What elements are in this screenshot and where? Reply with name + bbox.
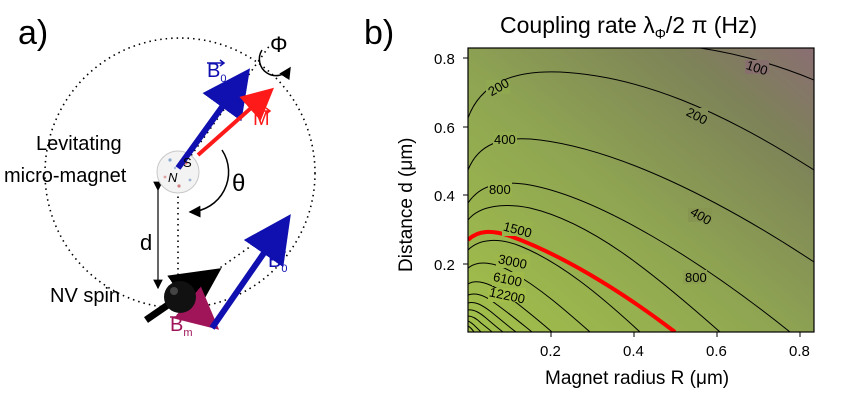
orbit-circle <box>44 37 316 309</box>
magnetization-label: M <box>253 108 270 130</box>
x-tick-0.8: 0.8 <box>789 343 810 360</box>
y-axis-label: Distance d (μm) <box>396 138 417 272</box>
contour-label-1500: 1500 <box>502 219 534 241</box>
b0-field-arrow-bottom <box>209 214 291 330</box>
bm-label: Bm <box>170 314 193 339</box>
contour-label-400-left: 400 <box>494 132 516 147</box>
phi-arc <box>258 49 291 81</box>
contour-400 <box>468 138 814 263</box>
contour-label-6100: 6100 <box>492 269 523 290</box>
contour-label-800-left: 800 <box>489 182 511 197</box>
theta-symbol: θ <box>232 170 246 197</box>
magnetization-arrow <box>196 87 274 157</box>
x-axis-label: Magnet radius R (μm) <box>545 368 729 389</box>
y-tick-0.4: 0.4 <box>434 188 455 205</box>
nv-spin-label: NV spin <box>50 285 121 307</box>
magnet-label-line2: micro-magnet <box>4 165 127 187</box>
phi-symbol: Φ <box>270 32 288 57</box>
b0-top-label: B0 <box>207 60 227 85</box>
y-axis <box>463 57 468 265</box>
x-tick-0.4: 0.4 <box>623 343 644 360</box>
contour-label-800-right: 800 <box>685 270 707 285</box>
theta-arc <box>188 149 230 218</box>
contour-label-12200: 12200 <box>488 284 526 306</box>
vector-overbars <box>170 59 287 321</box>
micro-magnet <box>156 150 200 194</box>
y-tick-0.8: 0.8 <box>434 51 455 68</box>
y-tick-0.2: 0.2 <box>434 257 455 274</box>
panel-b-label: b) <box>364 14 395 52</box>
plot-area <box>468 48 814 332</box>
contour-3000 <box>468 240 641 332</box>
north-pole-label: N <box>168 170 178 185</box>
contour-labels: 200 100 200 400 400 800 800 1500 3000 61… <box>485 57 769 306</box>
x-tick-0.2: 0.2 <box>540 343 561 360</box>
plot-frame <box>467 47 815 333</box>
x-axis <box>550 332 801 337</box>
y-tick-0.6: 0.6 <box>434 120 455 137</box>
contour-label-100: 100 <box>744 57 769 78</box>
chart-title: Coupling rate λΦ/2 π (Hz) <box>500 12 758 42</box>
panel-a-label: a) <box>18 14 49 52</box>
highlighted-contour <box>468 229 677 332</box>
x-tick-0.6: 0.6 <box>706 343 727 360</box>
contour-1500-outer <box>468 205 721 332</box>
magnet-label-line1: Levitating <box>36 133 122 155</box>
south-pole-label: S <box>183 155 192 170</box>
distance-symbol: d <box>140 230 153 255</box>
b0-field-arrow-top <box>175 68 251 170</box>
b0-bottom-label: B0 <box>268 250 288 275</box>
contour-label-3000: 3000 <box>497 251 528 272</box>
